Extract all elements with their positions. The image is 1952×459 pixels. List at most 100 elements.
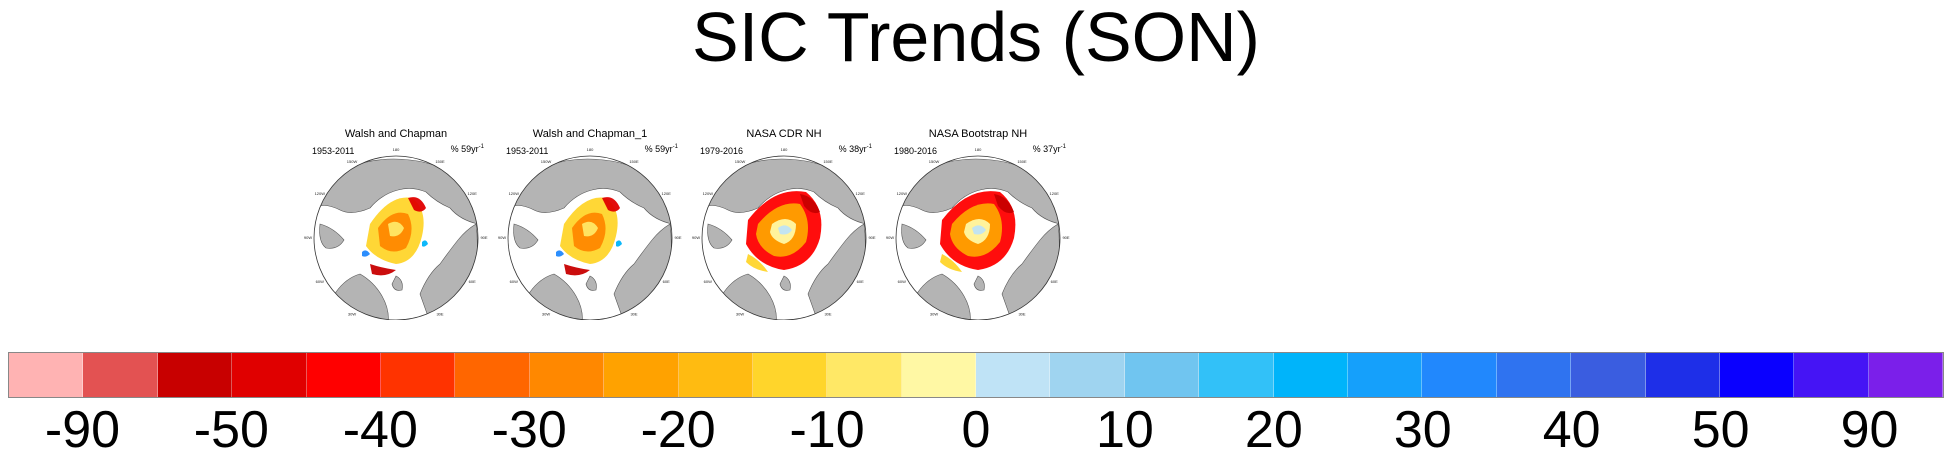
- graticule-label: 90E: [868, 235, 875, 240]
- colorbar-segment: [455, 353, 530, 397]
- graticule-label: 60W: [316, 279, 324, 284]
- graticule-label: 90W: [692, 235, 700, 240]
- panel-years: 1979-2016: [700, 146, 744, 156]
- colorbar-tick-label: -10: [789, 401, 865, 459]
- polar-map: 180150E150W120E120W90E90W60E60W30E30W0: [498, 147, 682, 320]
- map-outline: [507, 155, 673, 320]
- colorbar-segment: [1868, 353, 1944, 397]
- graticule-label: 180: [393, 147, 400, 152]
- colorbar-segment: [1124, 353, 1200, 397]
- graticule-label: 60W: [704, 279, 712, 284]
- colorbar-tick-label: -90: [44, 401, 121, 459]
- colorbar-tick-label: 20: [1244, 401, 1303, 459]
- graticule-label: 120E: [662, 191, 672, 196]
- polar-map: 180150E150W120E120W90E90W60E60W30E30W0: [886, 147, 1070, 320]
- graticule-label: 30W: [930, 311, 938, 316]
- colorbar-segment: [901, 353, 977, 397]
- colorbar-tick-label: -40: [342, 401, 418, 459]
- colorbar-segment: [232, 353, 307, 397]
- panel-title: Walsh and Chapman_1: [532, 128, 648, 140]
- colorbar-segment: [1273, 353, 1349, 397]
- graticule-label: 30W: [736, 311, 744, 316]
- graticule-label: 180: [975, 147, 982, 152]
- graticule-label: 30W: [542, 311, 550, 316]
- colorbar-segment: [306, 353, 381, 397]
- panel-title: Walsh and Chapman: [344, 128, 448, 140]
- graticule-label: 120E: [856, 191, 866, 196]
- graticule-label: 90E: [1062, 235, 1069, 240]
- colorbar-segment: [1719, 353, 1795, 397]
- panel-years: 1953-2011: [312, 146, 355, 156]
- panel-units: % 59yr-1: [450, 144, 484, 154]
- panel-title: NASA Bootstrap NH: [928, 128, 1028, 140]
- graticule-label: 150W: [735, 159, 746, 164]
- graticule-label: 180: [587, 147, 594, 152]
- colorbar-segment: [1496, 353, 1572, 397]
- graticule-label: 60W: [898, 279, 906, 284]
- polar-map: 180150E150W120E120W90E90W60E60W30E30W0: [304, 147, 488, 320]
- map-outline: [313, 155, 479, 320]
- graticule-label: 120E: [1050, 191, 1060, 196]
- colorbar-segment: [1571, 353, 1646, 397]
- graticule-label: 60E: [857, 279, 864, 284]
- panel-units: % 38yr-1: [838, 144, 872, 154]
- colorbar-segment: [1794, 353, 1869, 397]
- colorbar-segment: [529, 353, 605, 397]
- colorbar-segment: [1199, 353, 1274, 397]
- graticule-label: 30E: [1018, 311, 1025, 316]
- map-panel-2: Walsh and Chapman_1 1953-2011 % 59yr-1 1…: [494, 124, 686, 320]
- graticule-label: 90W: [886, 235, 894, 240]
- colorbar-tick-label: -30: [491, 401, 567, 459]
- graticule-label: 30E: [824, 311, 831, 316]
- colorbar-segment: [604, 353, 679, 397]
- graticule-label: 120W: [897, 191, 908, 196]
- graticule-label: 30E: [436, 311, 443, 316]
- map-panel-3: NASA CDR NH 1979-2016 % 38yr-1 180 150E 15…: [688, 124, 880, 320]
- map-outline: [701, 155, 867, 320]
- graticule-label: 60E: [1051, 279, 1058, 284]
- colorbar: [8, 352, 1944, 398]
- graticule-label: 90E: [480, 235, 487, 240]
- map-panel-1: Walsh and Chapman 1953-2011 % 59yr-1 180…: [300, 124, 492, 320]
- graticule-label: 120W: [703, 191, 714, 196]
- colorbar-tick-label: 50: [1691, 401, 1750, 459]
- graticule-label: 90E: [674, 235, 681, 240]
- graticule-label: 60E: [469, 279, 476, 284]
- graticule-label: 180: [781, 147, 788, 152]
- figure-title: SIC Trends (SON): [692, 0, 1260, 76]
- graticule-label: 150E: [629, 159, 639, 164]
- graticule-label: 120E: [468, 191, 478, 196]
- panel-units: % 59yr-1: [644, 144, 678, 154]
- colorbar-tick-label: 10: [1096, 401, 1154, 459]
- colorbar-segment: [380, 353, 456, 397]
- map-panel-4: NASA Bootstrap NH 1980-2016 % 37yr-1 180…: [882, 124, 1074, 320]
- graticule-label: 30E: [630, 311, 637, 316]
- graticule-label: 150W: [541, 159, 552, 164]
- colorbar-segment: [1050, 353, 1125, 397]
- graticule-label: 30W: [348, 311, 356, 316]
- panel-title: NASA CDR NH: [746, 128, 822, 140]
- colorbar-tick-label: -50: [193, 401, 269, 459]
- graticule-label: 90W: [498, 235, 506, 240]
- graticule-label: 150E: [823, 159, 833, 164]
- colorbar-tick-label: 0: [961, 401, 991, 459]
- colorbar-segment: [827, 353, 902, 397]
- colorbar-tick-label: 90: [1840, 401, 1899, 459]
- graticule-label: 120W: [315, 191, 326, 196]
- graticule-label: 150W: [347, 159, 358, 164]
- graticule-label: 60W: [510, 279, 518, 284]
- panel-units: % 37yr-1: [1032, 144, 1066, 154]
- panel-years: 1980-2016: [894, 146, 938, 156]
- colorbar-segment: [83, 353, 158, 397]
- polar-map: 180150E150W120E120W90E90W60E60W30E30W0: [692, 147, 876, 320]
- graticule-label: 150W: [929, 159, 940, 164]
- colorbar-tick-label: 30: [1393, 401, 1452, 459]
- colorbar-segment: [1348, 353, 1423, 397]
- colorbar-tick-label: -20: [640, 401, 716, 459]
- colorbar-segment: [157, 353, 233, 397]
- colorbar-tick-label: 40: [1542, 401, 1601, 459]
- colorbar-segment: [1645, 353, 1720, 397]
- graticule-label: 150E: [1017, 159, 1027, 164]
- graticule-label: 150E: [435, 159, 445, 164]
- map-outline: [895, 155, 1061, 320]
